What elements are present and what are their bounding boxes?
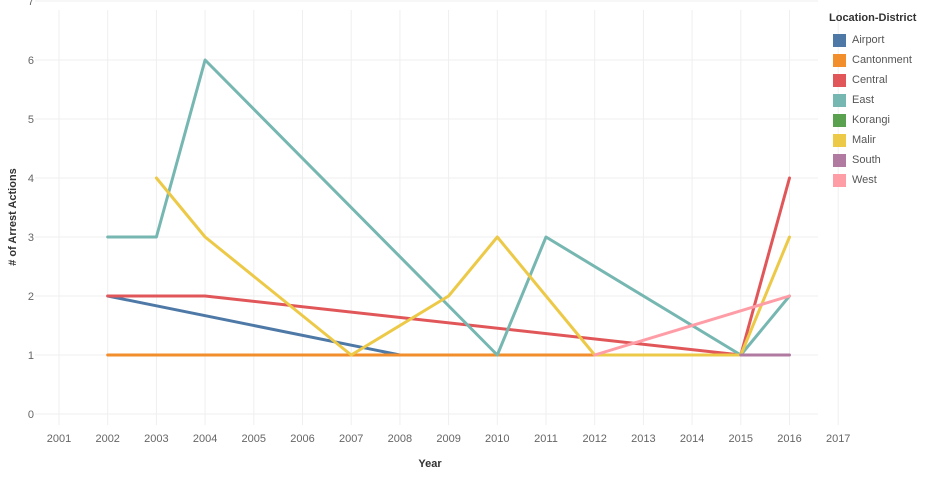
x-tick-label: 2004 (193, 433, 217, 445)
legend-label: Cantonment (852, 54, 912, 66)
legend-swatch (833, 133, 846, 147)
x-tick-label: 2007 (339, 433, 363, 445)
legend-item-south[interactable]: South (829, 150, 929, 170)
legend-label: East (852, 94, 875, 106)
legend-swatch (833, 33, 846, 47)
x-tick-label: 2016 (777, 433, 801, 445)
legend-item-east[interactable]: East (829, 90, 929, 110)
series-lines (106, 58, 791, 357)
legend: Location-District Airport Cantonment Centr… (829, 12, 929, 190)
y-tick-label: 2 (28, 291, 34, 303)
x-tick-label: 2010 (485, 433, 509, 445)
legend-label: South (852, 154, 881, 166)
x-tick-label: 2009 (436, 433, 460, 445)
legend-item-korangi[interactable]: Korangi (829, 110, 929, 130)
x-tick-label: 2001 (47, 433, 71, 445)
legend-label: West (852, 174, 877, 186)
legend-swatch (833, 73, 846, 87)
legend-item-west[interactable]: West (829, 170, 929, 190)
legend-swatch (833, 53, 846, 67)
y-tick-label: 3 (28, 232, 34, 244)
legend-label: Airport (852, 34, 885, 46)
x-tick-label: 2015 (729, 433, 753, 445)
x-tick-label: 2011 (534, 433, 558, 445)
x-tick-label: 2002 (95, 433, 119, 445)
y-tick-label: 1 (28, 350, 34, 362)
grid (35, 0, 839, 425)
x-tick-label: 2014 (680, 433, 704, 445)
legend-swatch (833, 153, 846, 167)
x-tick-label: 2006 (290, 433, 314, 445)
series-line-malir[interactable] (154, 176, 791, 357)
legend-item-central[interactable]: Central (829, 70, 929, 90)
legend-label: Central (852, 74, 888, 86)
y-axis-ticks: 0 1 2 3 4 5 6 7 (28, 0, 34, 421)
x-tick-label: 2013 (631, 433, 655, 445)
legend-swatch (833, 113, 846, 127)
legend-item-cantonment[interactable]: Cantonment (829, 50, 929, 70)
y-axis-title: # of Arrest Actions (7, 168, 19, 266)
x-axis-ticks: 2001 2002 2003 2004 2005 2006 2007 2008 2009 2010… (47, 433, 851, 445)
y-tick-label: 4 (28, 173, 34, 185)
series-line-west[interactable] (593, 294, 791, 357)
legend-items: Airport Cantonment Central East Korangi Malir… (829, 30, 929, 190)
y-tick-label: 6 (28, 55, 34, 67)
legend-title: Location-District (829, 12, 917, 24)
legend-swatch (833, 173, 846, 187)
x-tick-label: 2017 (826, 433, 850, 445)
legend-item-airport[interactable]: Airport (829, 30, 929, 50)
y-tick-label: 7 (28, 0, 34, 8)
y-tick-label: 0 (28, 409, 34, 421)
series-line-central[interactable] (106, 176, 791, 357)
x-tick-label: 2012 (582, 433, 606, 445)
x-tick-label: 2005 (242, 433, 266, 445)
legend-label: Korangi (852, 114, 890, 126)
y-tick-label: 5 (28, 114, 34, 126)
x-axis-title: Year (418, 458, 442, 470)
x-tick-label: 2008 (388, 433, 412, 445)
legend-label: Malir (852, 134, 876, 146)
legend-item-malir[interactable]: Malir (829, 130, 929, 150)
x-tick-label: 2003 (144, 433, 168, 445)
legend-swatch (833, 93, 846, 107)
